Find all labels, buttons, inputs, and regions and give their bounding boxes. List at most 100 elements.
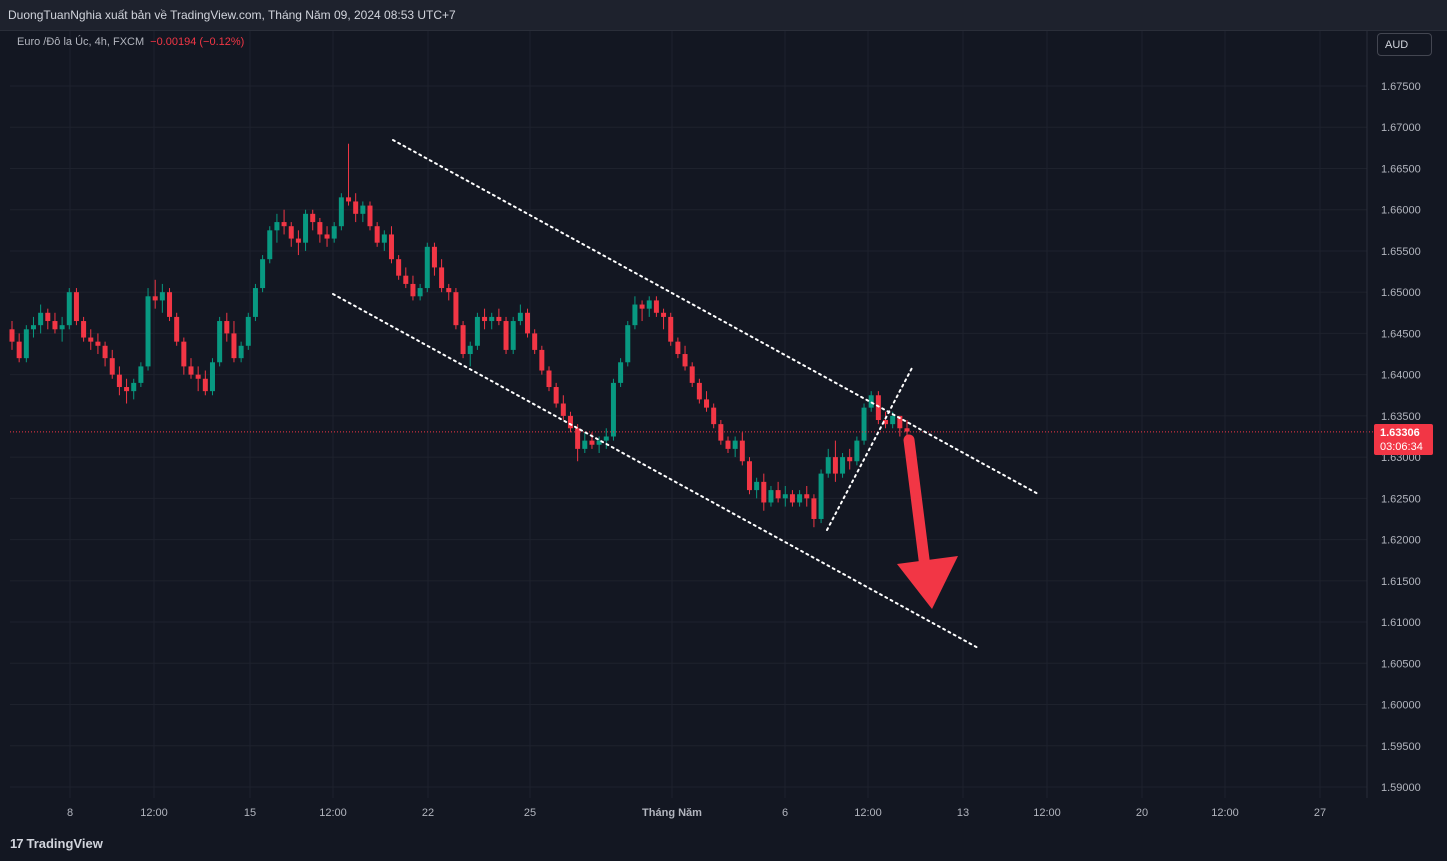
candle [510, 316, 516, 355]
candle [725, 436, 731, 453]
candle-body [639, 304, 645, 309]
price-change: −0.00194 (−0.12%) [150, 36, 245, 48]
candle [23, 325, 29, 363]
candle [310, 209, 316, 231]
candle-body [603, 436, 609, 441]
candle-body [739, 440, 745, 462]
candle [625, 321, 631, 367]
candle-body [174, 316, 180, 342]
x-tick-label: 22 [422, 807, 434, 819]
candle [460, 321, 466, 359]
candle-body [95, 341, 101, 346]
candle [431, 242, 437, 276]
candle-body [510, 321, 516, 350]
x-tick-label: 12:00 [319, 807, 347, 819]
candle [217, 316, 223, 367]
symbol-label[interactable]: Euro /Đô la Úc, 4h, FXCM [17, 36, 145, 48]
chart-grid [10, 30, 1367, 798]
candle-body [116, 374, 122, 388]
candle-body [396, 259, 402, 276]
candle-body [661, 312, 667, 317]
candle-body [331, 226, 337, 239]
candle [102, 341, 108, 367]
candle-body [840, 457, 846, 474]
x-tick-label: 6 [782, 807, 788, 819]
candle-body [460, 325, 466, 355]
candle-body [453, 292, 459, 326]
candle-body [474, 316, 480, 346]
candle-body [868, 395, 874, 408]
candle-body [653, 300, 659, 313]
time-axis[interactable]: 8 12:00 15 12:00 22 25 Tháng Năm 6 12:00 13 12:00 2… [67, 807, 1326, 819]
tradingview-logo[interactable]: 17 TradingView [10, 836, 103, 851]
candle [109, 349, 115, 379]
candle-body [646, 300, 652, 309]
candle-body [23, 329, 29, 359]
candle-body [596, 440, 602, 445]
symbol-legend[interactable]: Euro /Đô la Úc, 4h, FXCM −0.00194 (−0.12%… [17, 36, 244, 48]
candle [868, 391, 874, 412]
candle-body [575, 428, 581, 449]
candle [324, 226, 330, 247]
footer-bar [0, 826, 1447, 861]
price-axis[interactable]: 1.67500 1.67000 1.66500 1.66000 1.65500 1.650… [1366, 30, 1421, 798]
candle [875, 391, 881, 425]
candle [346, 143, 352, 206]
candle-body [52, 321, 58, 330]
candle [59, 316, 65, 342]
candle-body [618, 362, 624, 383]
candle [439, 259, 445, 293]
candle-body [797, 494, 803, 503]
candle [861, 403, 867, 445]
y-tick-label: 1.63500 [1381, 411, 1421, 423]
candle [560, 395, 566, 421]
x-tick-label: 27 [1314, 807, 1326, 819]
y-tick-label: 1.65500 [1381, 246, 1421, 258]
candle-body [832, 457, 838, 474]
candle-body [732, 440, 738, 449]
candle-body [209, 362, 215, 392]
candle-body [374, 226, 380, 243]
candle-body [88, 337, 94, 342]
candle-body [9, 329, 15, 342]
candle-body [567, 415, 573, 429]
candle-body [281, 222, 287, 227]
x-tick-label: 20 [1136, 807, 1148, 819]
candle [66, 288, 72, 330]
candle [897, 415, 903, 437]
candle-body [553, 387, 559, 404]
y-tick-label: 1.62500 [1381, 493, 1421, 505]
candle [618, 358, 624, 388]
candle-body [138, 366, 144, 383]
candle-body [360, 205, 366, 214]
candle-body [875, 395, 881, 421]
candle-body [897, 415, 903, 429]
candle-body [546, 370, 552, 388]
candle [575, 424, 581, 462]
currency-button[interactable]: AUD [1377, 33, 1432, 56]
candle-body [532, 333, 538, 350]
candle [539, 345, 545, 375]
x-tick-label: 13 [957, 807, 969, 819]
candle-body [668, 316, 674, 342]
candle-body [804, 494, 810, 499]
candle [482, 308, 488, 330]
candle [825, 448, 831, 478]
candle [453, 288, 459, 330]
candle [532, 329, 538, 355]
x-tick-label: 12:00 [140, 807, 168, 819]
candle [503, 316, 509, 355]
y-tick-label: 1.65000 [1381, 287, 1421, 299]
candle-body [188, 366, 194, 375]
candle [303, 209, 309, 251]
candle [360, 201, 366, 223]
candle [181, 337, 187, 375]
candle [338, 193, 344, 231]
candle-body [689, 366, 695, 383]
x-tick-label: 15 [244, 807, 256, 819]
candle-body [109, 358, 115, 375]
header-bar: DuongTuanNghia xuất bản về TradingView.c… [0, 0, 1447, 31]
candle [696, 378, 702, 404]
candle [739, 432, 745, 466]
